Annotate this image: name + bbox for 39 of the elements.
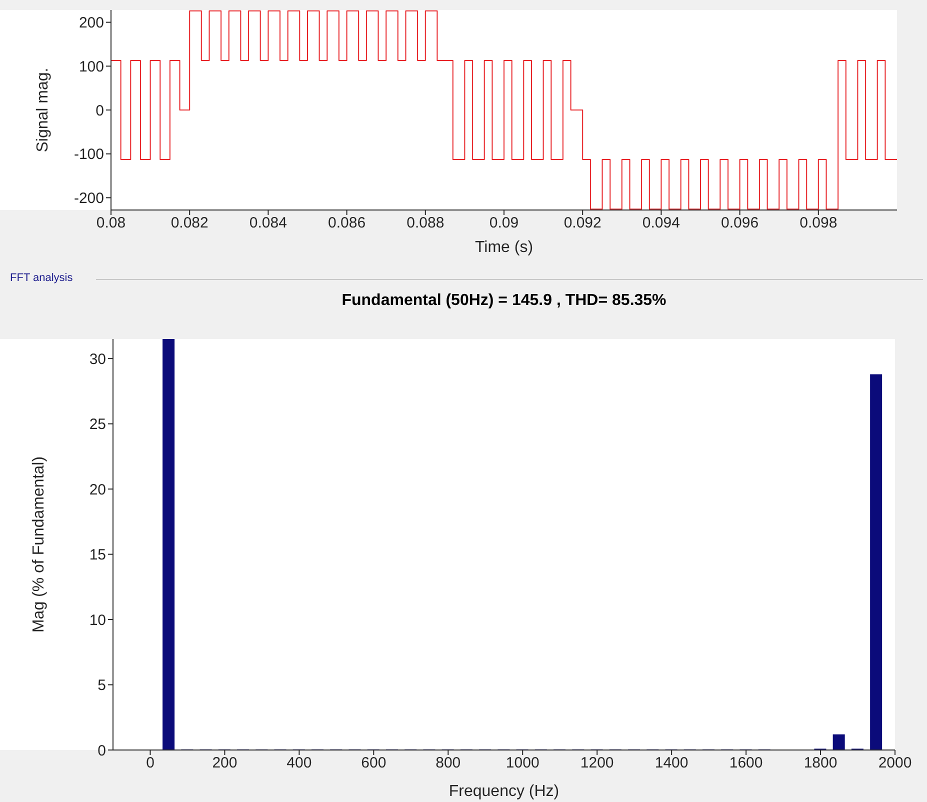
x-tick-label: 400: [286, 754, 312, 772]
x-axis-title: Frequency (Hz): [448, 783, 560, 800]
x-tick-label: 1200: [580, 754, 614, 772]
y-tick-label: 30: [89, 350, 106, 368]
x-tick-label: 0.092: [564, 214, 602, 232]
chart-title: Fundamental (50Hz) = 145.9 , THD= 85.35%: [340, 292, 668, 310]
y-tick-label: -200: [74, 190, 104, 208]
x-tick-label: 600: [361, 754, 386, 772]
x-tick-label: 0.082: [170, 214, 208, 232]
x-tick-label: 0.086: [328, 214, 366, 232]
x-tick-label: 2000: [878, 754, 912, 772]
x-tick-label: 0.094: [642, 214, 680, 232]
y-tick-label: 200: [78, 14, 104, 32]
y-tick-label: 15: [89, 546, 106, 564]
y-tick-label: 20: [89, 481, 106, 498]
x-tick-label: 1000: [506, 754, 540, 772]
x-tick-label: 1600: [729, 754, 763, 772]
x-tick-label: 0: [146, 754, 154, 772]
x-tick-label: 800: [436, 754, 461, 772]
text: FFT analysis: [10, 272, 79, 284]
x-tick-label: 0.084: [249, 214, 287, 232]
y-tick-label: 0: [98, 742, 106, 760]
y-tick-label: 5: [98, 677, 106, 694]
y-tick-label: 0: [96, 102, 104, 120]
y-axis-title: Mag (% of Fundamental): [30, 456, 48, 633]
x-tick-label: 1800: [804, 754, 838, 772]
x-tick-label: 0.09: [489, 214, 519, 232]
x-axis-title: Time (s): [474, 239, 534, 256]
x-tick-label: 0.088: [406, 214, 444, 232]
y-tick-label: 25: [89, 416, 106, 434]
x-tick-label: 1400: [654, 754, 688, 772]
y-tick-label: -100: [74, 146, 104, 164]
x-tick-label: 0.098: [800, 214, 838, 232]
y-tick-label: 10: [89, 612, 106, 629]
y-tick-label: 100: [78, 58, 104, 76]
x-tick-label: 200: [212, 754, 238, 772]
y-axis-title: Signal mag.: [34, 68, 52, 152]
x-tick-label: 0.08: [96, 214, 126, 232]
x-tick-label: 0.096: [721, 214, 759, 232]
